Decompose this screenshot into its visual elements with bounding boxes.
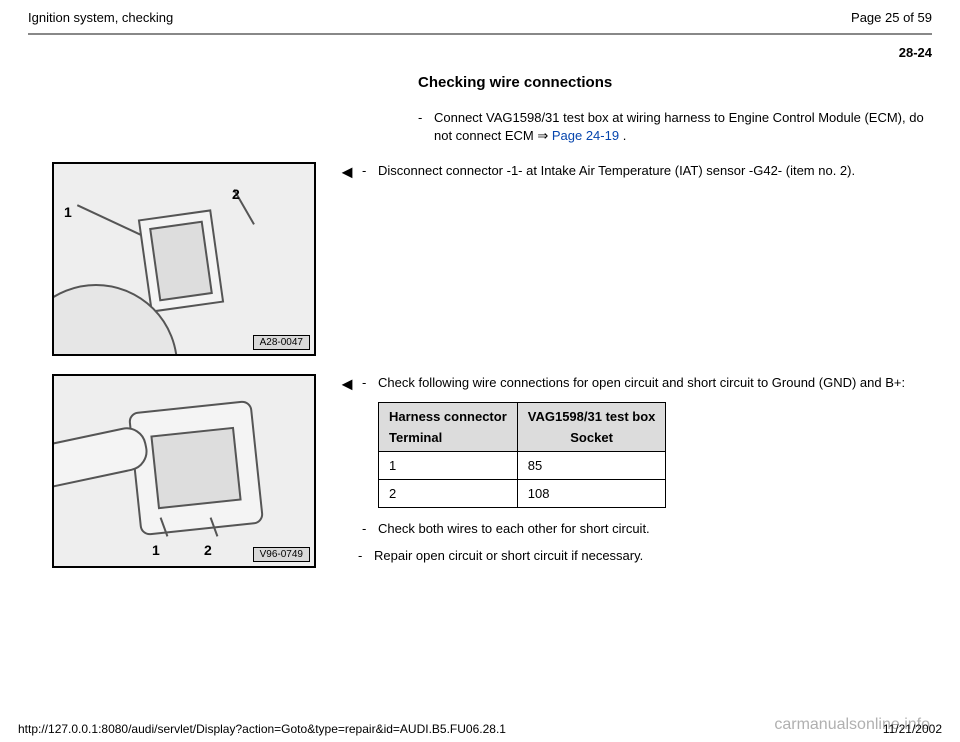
step-text: Repair open circuit or short circuit if … <box>374 547 643 565</box>
step-check-wires: - Check following wire connections for o… <box>362 374 932 392</box>
block-iat-sensor: 1 2 A28-0047 ◄ - Disconnect connector -1… <box>28 162 932 356</box>
bullet-dash: - <box>362 374 378 392</box>
bullet-dash: - <box>418 109 434 144</box>
callout-1: 1 <box>152 542 160 558</box>
block-wire-check: 1 2 V96-0749 ◄ - Check following wire co… <box>28 374 932 575</box>
col-testbox: VAG1598/31 test box Socket <box>517 402 666 451</box>
bullet-dash: - <box>362 520 378 538</box>
divider <box>28 33 932 35</box>
step-check-short: - Check both wires to each other for sho… <box>362 520 932 538</box>
col-harness: Harness connector Terminal <box>379 402 518 451</box>
pointer-icon: ◄ <box>328 162 362 190</box>
figure-code: A28-0047 <box>253 335 310 350</box>
step-text: Connect VAG1598/31 test box at wiring ha… <box>434 109 932 144</box>
page-link-24-19[interactable]: Page 24-19 <box>552 128 619 143</box>
callout-2: 2 <box>232 186 240 202</box>
table-row: 2 108 <box>379 479 666 507</box>
bullet-dash: - <box>358 547 374 565</box>
terminal-socket-table: Harness connector Terminal VAG1598/31 te… <box>378 402 666 508</box>
step-disconnect: - Disconnect connector -1- at Intake Air… <box>362 162 932 180</box>
footer-date: 11/21/2002 <box>883 722 942 736</box>
section-number: 28-24 <box>28 45 932 60</box>
page-number: Page 25 of 59 <box>851 10 932 25</box>
step-text: Disconnect connector -1- at Intake Air T… <box>378 162 855 180</box>
callout-2: 2 <box>204 542 212 558</box>
figure-connector: 1 2 V96-0749 <box>28 374 328 575</box>
step-repair: - Repair open circuit or short circuit i… <box>358 547 932 565</box>
table-row: 1 85 <box>379 451 666 479</box>
figure-iat: 1 2 A28-0047 <box>28 162 328 356</box>
footer-url: http://127.0.0.1:8080/audi/servlet/Displ… <box>18 722 506 736</box>
step-connect-testbox: - Connect VAG1598/31 test box at wiring … <box>418 109 932 144</box>
pointer-icon: ◄ <box>328 374 362 575</box>
bullet-dash: - <box>362 162 378 180</box>
figure-code: V96-0749 <box>253 547 310 562</box>
section-heading: Checking wire connections <box>418 74 932 91</box>
step-text: Check following wire connections for ope… <box>378 374 905 392</box>
callout-1: 1 <box>64 204 72 220</box>
page-title: Ignition system, checking <box>28 10 173 25</box>
arrow-glyph: ⇒ <box>537 128 548 143</box>
step-text: Check both wires to each other for short… <box>378 520 650 538</box>
